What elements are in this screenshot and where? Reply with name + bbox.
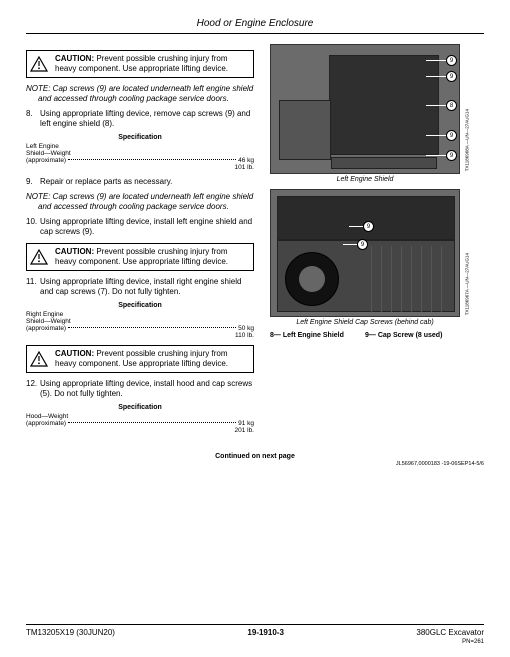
note: NOTE: Cap screws (9) are located underne…	[26, 84, 254, 104]
step: 9. Repair or replace parts as necessary.	[26, 177, 254, 187]
legend: 8— Left Engine Shield 9— Cap Screw (8 us…	[270, 332, 460, 339]
spec-line: (approximate) 91 kg	[26, 420, 254, 427]
warning-icon	[27, 346, 51, 372]
legend-item: 9— Cap Screw (8 used)	[365, 332, 460, 339]
callout-badge: 9	[446, 150, 457, 161]
header-rule	[26, 33, 484, 34]
left-column: CAUTION: Prevent possible crushing injur…	[26, 44, 254, 435]
figure-image: 9 9 8 9 9 TX1186968A —UN—27AUG14	[270, 44, 460, 174]
spec-value: 91 kg	[238, 420, 254, 427]
callout-badge: 9	[446, 55, 457, 66]
spec-line: Right Engine	[26, 311, 254, 318]
figure-refcode: TX1186968A —UN—27AUG14	[465, 109, 470, 171]
caution-label: CAUTION:	[55, 349, 94, 358]
step-text: Using appropriate lifting device, instal…	[40, 217, 254, 237]
spec-value: 50 kg	[238, 325, 254, 332]
step-number: 8.	[26, 109, 40, 129]
caution-box: CAUTION: Prevent possible crushing injur…	[26, 345, 254, 373]
caution-box: CAUTION: Prevent possible crushing injur…	[26, 243, 254, 271]
spec-value: 46 kg	[238, 157, 254, 164]
step: 8. Using appropriate lifting device, rem…	[26, 109, 254, 129]
footer: TM13205X19 (30JUN20) 19-1910-3 380GLC Ex…	[26, 624, 484, 645]
page-title: Hood or Engine Enclosure	[26, 18, 484, 33]
spec-line: Shield—Weight	[26, 318, 254, 325]
spec-label: Hood—Weight	[26, 413, 68, 420]
caution-box: CAUTION: Prevent possible crushing injur…	[26, 50, 254, 78]
step-number: 11.	[26, 277, 40, 297]
spec-heading: Specification	[26, 302, 254, 309]
step: 11. Using appropriate lifting device, in…	[26, 277, 254, 297]
spec-value: 110 lb.	[26, 332, 254, 339]
spec-value: 101 lb.	[26, 164, 254, 171]
spec-label: (approximate)	[26, 420, 66, 427]
step-text: Repair or replace parts as necessary.	[40, 177, 254, 187]
columns: CAUTION: Prevent possible crushing injur…	[26, 44, 484, 435]
dot-leader	[68, 422, 236, 423]
footer-pagenum: PN=261	[26, 639, 484, 645]
dot-leader	[68, 159, 236, 160]
step-number: 10.	[26, 217, 40, 237]
spec-line: (approximate) 46 kg	[26, 157, 254, 164]
callout-badge: 9	[446, 130, 457, 141]
step-number: 9.	[26, 177, 40, 187]
step-text: Using appropriate lifting device, instal…	[40, 277, 254, 297]
footer-row: TM13205X19 (30JUN20) 19-1910-3 380GLC Ex…	[26, 628, 484, 637]
note-body: Cap screws (9) are located underneath le…	[38, 84, 253, 103]
spec-heading: Specification	[26, 134, 254, 141]
spec-label: (approximate)	[26, 157, 66, 164]
step-text: Using appropriate lifting device, instal…	[40, 379, 254, 399]
note-label: NOTE:	[26, 84, 50, 93]
spec-line: Left Engine	[26, 143, 254, 150]
callout-badge: 9	[363, 221, 374, 232]
callout-badge: 8	[446, 100, 457, 111]
step-text: Using appropriate lifting device, remove…	[40, 109, 254, 129]
spec-line: Hood—Weight	[26, 413, 254, 420]
footer-center: 19-1910-3	[247, 628, 283, 637]
step-number: 12.	[26, 379, 40, 399]
warning-icon	[27, 51, 51, 77]
continued-text: Continued on next page	[26, 453, 484, 460]
caution-text: CAUTION: Prevent possible crushing injur…	[51, 346, 253, 372]
figure-image: 9 9 TX1186967A —UN—27AUG14	[270, 189, 460, 317]
warning-icon	[27, 244, 51, 270]
dot-leader	[68, 327, 236, 328]
footer-right: 380GLC Excavator	[416, 628, 484, 637]
caution-text: CAUTION: Prevent possible crushing injur…	[51, 244, 253, 270]
content-refcode: JL56967,0000183 -19-06SEP14-5/6	[26, 461, 484, 467]
caution-label: CAUTION:	[55, 54, 94, 63]
caution-label: CAUTION:	[55, 247, 94, 256]
spec-label: (approximate)	[26, 325, 66, 332]
callout-badge: 9	[446, 71, 457, 82]
page: Hood or Engine Enclosure CAUTION: Preven…	[0, 0, 510, 477]
footer-left: TM13205X19 (30JUN20)	[26, 628, 115, 637]
footer-rule	[26, 624, 484, 625]
figure-refcode: TX1186967A —UN—27AUG14	[465, 253, 470, 315]
spec-heading: Specification	[26, 404, 254, 411]
spec-line: (approximate) 50 kg	[26, 325, 254, 332]
spec-value: 201 lb.	[26, 427, 254, 434]
figure-caption: Left Engine Shield	[270, 176, 460, 183]
callout-badge: 9	[357, 239, 368, 250]
note-body: Cap screws (9) are located underneath le…	[38, 192, 253, 211]
figure-caption: Left Engine Shield Cap Screws (behind ca…	[270, 319, 460, 326]
legend-item: 8— Left Engine Shield	[270, 332, 365, 339]
step: 12. Using appropriate lifting device, in…	[26, 379, 254, 399]
right-column: 9 9 8 9 9 TX1186968A —UN—27AUG14 Left En…	[264, 44, 484, 435]
note-label: NOTE:	[26, 192, 50, 201]
spec-line: Shield—Weight	[26, 150, 254, 157]
caution-text: CAUTION: Prevent possible crushing injur…	[51, 51, 253, 77]
step: 10. Using appropriate lifting device, in…	[26, 217, 254, 237]
note: NOTE: Cap screws (9) are located underne…	[26, 192, 254, 212]
